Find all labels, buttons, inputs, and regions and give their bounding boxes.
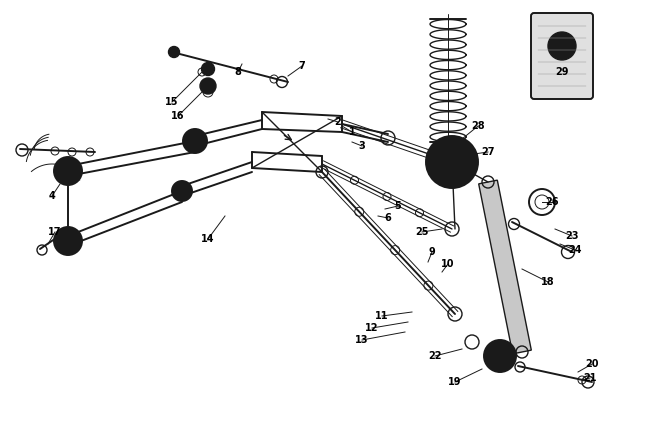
Text: 12: 12: [365, 323, 379, 333]
Text: 17: 17: [48, 227, 62, 237]
Text: 15: 15: [165, 97, 179, 107]
Text: 8: 8: [235, 67, 241, 77]
Circle shape: [54, 157, 82, 185]
Text: 27: 27: [481, 147, 495, 157]
Circle shape: [438, 148, 466, 176]
Circle shape: [168, 47, 179, 58]
Text: 26: 26: [545, 197, 559, 207]
Text: 10: 10: [441, 259, 455, 269]
Text: 25: 25: [415, 227, 429, 237]
Text: 7: 7: [298, 61, 306, 71]
Text: 23: 23: [566, 231, 578, 241]
Text: 6: 6: [385, 213, 391, 223]
Text: 21: 21: [583, 373, 597, 383]
Text: 20: 20: [585, 359, 599, 369]
Circle shape: [202, 62, 214, 75]
Circle shape: [172, 181, 192, 201]
Text: 18: 18: [541, 277, 555, 287]
Text: 24: 24: [568, 245, 582, 255]
Circle shape: [548, 32, 576, 60]
Text: 28: 28: [471, 121, 485, 131]
Circle shape: [54, 227, 82, 255]
Text: 13: 13: [356, 335, 369, 345]
Circle shape: [492, 348, 508, 364]
Text: 4: 4: [49, 191, 55, 201]
Text: 14: 14: [202, 234, 214, 244]
Circle shape: [484, 340, 516, 372]
Text: 9: 9: [428, 247, 436, 257]
Text: 16: 16: [171, 111, 185, 121]
Circle shape: [200, 78, 216, 94]
Text: 19: 19: [448, 377, 461, 387]
Text: 1: 1: [348, 127, 356, 137]
Circle shape: [426, 136, 478, 188]
Text: 3: 3: [359, 141, 365, 151]
Polygon shape: [478, 180, 531, 354]
FancyBboxPatch shape: [531, 13, 593, 99]
Circle shape: [183, 129, 207, 153]
Text: 11: 11: [375, 311, 389, 321]
Text: 5: 5: [395, 201, 401, 211]
Text: 2: 2: [335, 117, 341, 127]
Text: 29: 29: [555, 67, 569, 77]
Text: 22: 22: [428, 351, 442, 361]
